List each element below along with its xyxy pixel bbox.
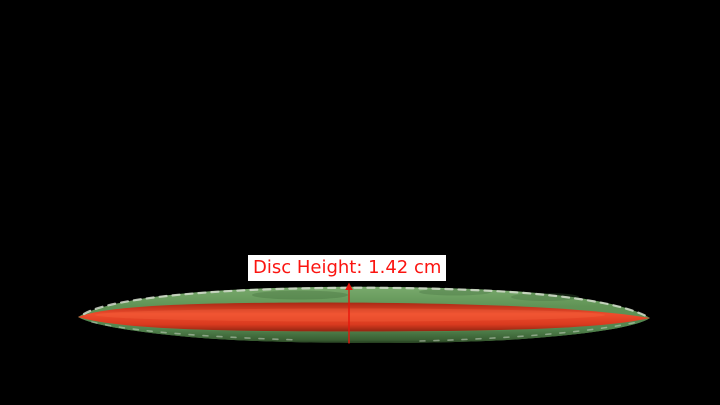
- disc-top-shading: [511, 293, 579, 301]
- disc-rim-sheen: [95, 308, 605, 322]
- disc-rim-band: [78, 302, 650, 332]
- disc-top-shading: [252, 290, 348, 300]
- measurement-arrowhead-icon: [345, 282, 353, 290]
- measurement-arrow: [345, 282, 353, 344]
- measurement-label: Disc Height: 1.42 cm: [248, 255, 447, 281]
- disc-edge-highlight: [82, 286, 648, 318]
- disc-edge-highlight-bottom: [91, 320, 643, 342]
- disc-top-shading: [419, 288, 491, 296]
